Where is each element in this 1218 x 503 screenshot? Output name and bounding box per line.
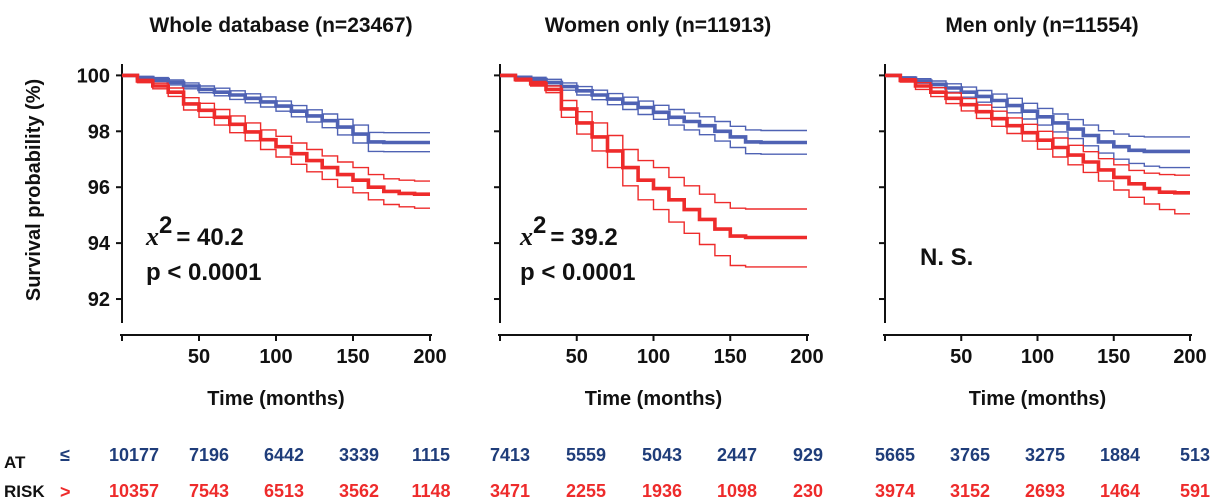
survival-curve	[885, 73, 1190, 154]
risk-count-le: 10177	[109, 445, 159, 465]
risk-count-le: 5043	[642, 445, 682, 465]
series-le	[122, 73, 430, 153]
survival-curve	[500, 73, 807, 240]
risk-count-le: 6442	[264, 445, 304, 465]
km-panel-1: Whole database (n=23467) 100 98 96 94 92 50 100…	[77, 14, 447, 410]
risk-count-le: 513	[1180, 445, 1210, 465]
risk-count-gt: 1464	[1100, 481, 1140, 501]
ci-lower-line	[885, 74, 1190, 215]
ci-upper-line	[885, 74, 1190, 176]
x-tick-label: 50	[950, 346, 972, 368]
x-tick-label: 200	[1173, 346, 1206, 368]
risk-count-gt: 1098	[717, 481, 757, 501]
risk-count-le: 3765	[950, 445, 990, 465]
km-panel-3: Men only (n=11554) 50 100 150 200 Time (month…	[879, 14, 1207, 410]
ci-upper-line	[122, 74, 430, 182]
survival-curve	[885, 73, 1190, 195]
chi-superscript: 2	[533, 212, 546, 239]
chi-value: = 39.2	[550, 224, 617, 251]
risk-count-gt: 3562	[339, 481, 379, 501]
series-gt	[885, 73, 1190, 215]
p-value-annotation: p < 0.0001	[520, 259, 635, 286]
x-tick-label: 100	[1021, 346, 1054, 368]
risk-label-risk: RISK	[4, 482, 45, 501]
ns-annotation: N. S.	[920, 244, 973, 271]
risk-count-le: 7413	[490, 445, 530, 465]
y-axis-title: Survival probability (%)	[23, 79, 45, 301]
y-tick-label: 100	[77, 65, 110, 87]
ci-upper-line	[122, 74, 430, 134]
ci-upper-line	[500, 74, 807, 132]
chi-square-annotation: x2 = 39.2	[519, 212, 618, 251]
risk-count-gt: 230	[793, 481, 823, 501]
risk-count-le: 5559	[566, 445, 606, 465]
risk-count-gt: 6513	[264, 481, 304, 501]
x-tick-label: 100	[637, 346, 670, 368]
risk-symbol-le: ≤	[60, 445, 70, 465]
risk-count-gt: 3471	[490, 481, 530, 501]
risk-count-gt: 2693	[1025, 481, 1065, 501]
survival-curve	[500, 73, 807, 145]
series-gt	[122, 73, 430, 209]
y-tick-label: 96	[88, 177, 110, 199]
chi-symbol: x	[145, 222, 159, 251]
survival-curve	[122, 73, 430, 196]
risk-count-le: 5665	[875, 445, 915, 465]
chi-square-annotation: x2 = 40.2	[145, 212, 244, 251]
panel-title: Men only (n=11554)	[945, 14, 1138, 37]
risk-count-gt: 7543	[189, 481, 229, 501]
risk-count-le: 7196	[189, 445, 229, 465]
ci-lower-line	[122, 74, 430, 153]
chi-symbol: x	[519, 222, 533, 251]
risk-count-gt: 3974	[875, 481, 915, 501]
risk-count-gt: 3152	[950, 481, 990, 501]
x-axis-label: Time (months)	[585, 388, 722, 410]
x-tick-label: 150	[714, 346, 747, 368]
panel-title: Women only (n=11913)	[545, 14, 772, 37]
risk-count-le: 3339	[339, 445, 379, 465]
y-tick-label: 98	[88, 121, 110, 143]
x-tick-label: 200	[790, 346, 823, 368]
p-value-annotation: p < 0.0001	[146, 259, 261, 286]
x-tick-label: 50	[566, 346, 588, 368]
x-tick-label: 150	[336, 346, 369, 368]
risk-count-gt: 591	[1180, 481, 1210, 501]
risk-count-gt: 10357	[109, 481, 159, 501]
risk-count-le: 2447	[717, 445, 757, 465]
x-tick-label: 100	[259, 346, 292, 368]
y-tick-label: 92	[88, 289, 110, 311]
x-axis-label: Time (months)	[969, 388, 1106, 410]
panel-title: Whole database (n=23467)	[149, 14, 412, 37]
ci-lower-line	[122, 74, 430, 209]
risk-count-le: 1115	[412, 445, 450, 465]
risk-count-le: 1884	[1100, 445, 1140, 465]
chi-value: = 40.2	[176, 224, 243, 251]
risk-count-le: 3275	[1025, 445, 1065, 465]
risk-count-gt: 2255	[566, 481, 606, 501]
risk-table: AT RISK ≤ > 10177 7196 6442 3339 1115 7413 555…	[4, 445, 1210, 502]
risk-count-le: 929	[793, 445, 823, 465]
chi-superscript: 2	[159, 212, 172, 239]
risk-label-at: AT	[4, 453, 26, 472]
survival-curve	[122, 73, 430, 145]
x-tick-label: 200	[413, 346, 446, 368]
y-tick-label: 94	[88, 233, 111, 255]
ci-lower-line	[500, 74, 807, 268]
ci-upper-line	[885, 74, 1190, 138]
risk-count-gt: 1936	[642, 481, 682, 501]
risk-count-gt: 1148	[411, 481, 450, 501]
risk-symbol-gt: >	[60, 482, 71, 502]
km-panel-2: Women only (n=11913) 50 100 150 200 Time (mon…	[494, 14, 824, 410]
series-gt	[500, 73, 807, 268]
x-tick-label: 50	[188, 346, 210, 368]
x-axis-label: Time (months)	[207, 388, 344, 410]
x-tick-label: 150	[1097, 346, 1130, 368]
